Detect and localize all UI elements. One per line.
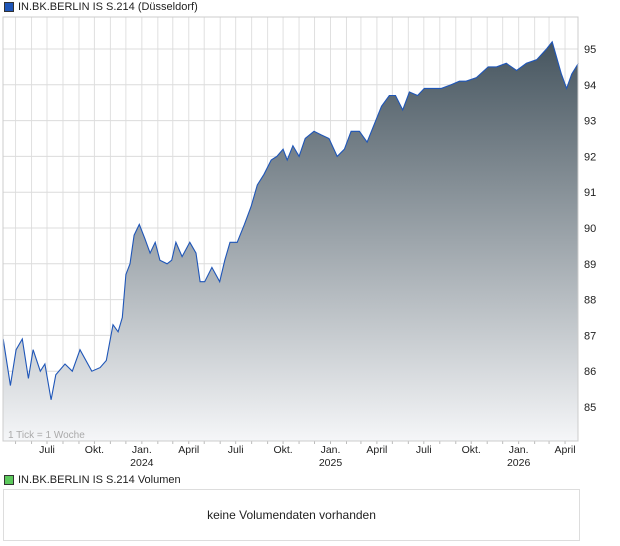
x-tick-label: Jan. <box>132 444 152 456</box>
x-tick-label: Okt. <box>273 444 292 456</box>
y-tick-label: 88 <box>584 295 596 307</box>
price-area <box>3 41 579 442</box>
plot-frame <box>2 16 579 442</box>
volume-legend: IN.BK.BERLIN IS S.214 Volumen <box>4 474 181 486</box>
x-tick-year: 2024 <box>130 457 154 469</box>
price-legend: IN.BK.BERLIN IS S.214 (Düsseldorf) <box>4 1 198 13</box>
volume-legend-label: IN.BK.BERLIN IS S.214 Volumen <box>18 474 181 486</box>
x-tick-label: April <box>366 444 387 456</box>
volume-legend-swatch <box>4 475 14 485</box>
x-tick-label: Okt. <box>85 444 104 456</box>
x-tick-label: Juli <box>228 444 244 456</box>
price-legend-label: IN.BK.BERLIN IS S.214 (Düsseldorf) <box>18 1 198 13</box>
y-tick-label: 85 <box>584 402 596 414</box>
y-tick-label: 95 <box>584 44 596 56</box>
tick-note: 1 Tick = 1 Woche <box>8 430 85 441</box>
price-line <box>2 40 579 400</box>
price-legend-swatch <box>4 2 14 12</box>
x-tick-label: April <box>555 444 576 456</box>
x-tick-label: Juli <box>416 444 432 456</box>
y-tick-label: 93 <box>584 116 596 128</box>
x-tick-label: Jan. <box>321 444 341 456</box>
x-tick-year: 2025 <box>319 457 343 469</box>
x-tick-label: Okt. <box>462 444 481 456</box>
volume-panel: keine Volumendaten vorhanden <box>3 489 580 541</box>
x-tick-label: Jan. <box>509 444 529 456</box>
volume-message: keine Volumendaten vorhanden <box>207 508 376 522</box>
price-chart: 1 Tick = 1 Woche 85 86 87 88 89 90 91 92 93 94 95 J… <box>2 16 596 469</box>
y-tick-label: 94 <box>584 80 596 92</box>
x-tick-label: April <box>178 444 199 456</box>
y-tick-label: 91 <box>584 187 596 199</box>
x-tick-year: 2026 <box>507 457 531 469</box>
x-tick-label: Juli <box>39 444 55 456</box>
y-tick-label: 87 <box>584 330 596 342</box>
y-tick-label: 86 <box>584 366 596 378</box>
y-tick-label: 90 <box>584 223 596 235</box>
y-tick-label: 92 <box>584 151 596 163</box>
y-tick-label: 89 <box>584 259 596 271</box>
